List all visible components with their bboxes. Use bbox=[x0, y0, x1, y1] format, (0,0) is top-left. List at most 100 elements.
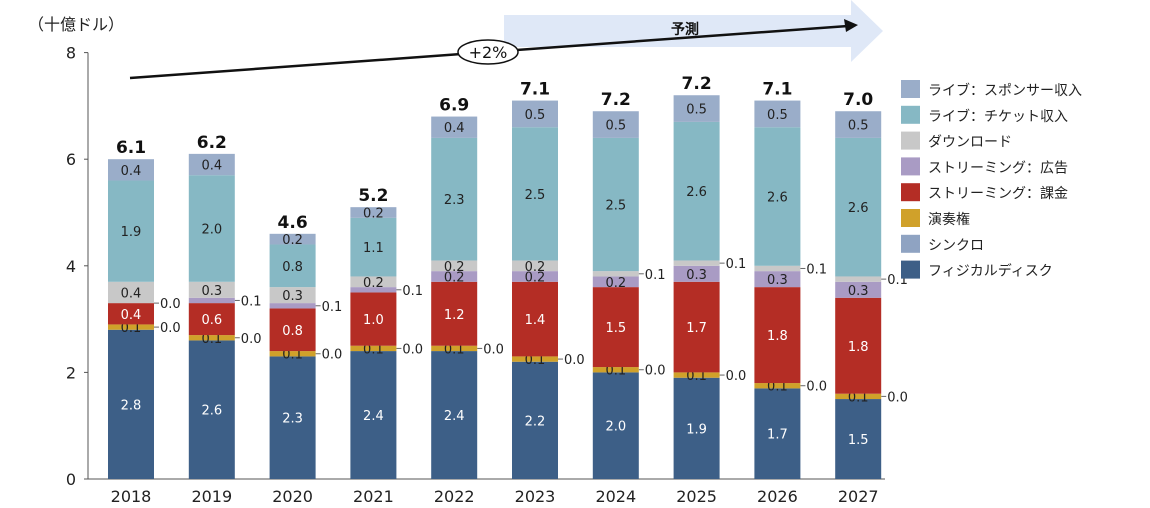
bar-segment bbox=[269, 308, 316, 352]
bar-segment-label: 2.6 bbox=[767, 191, 788, 206]
legend-label: ストリーミング：課金 bbox=[928, 186, 1068, 202]
bar-segment-label: 0.2 bbox=[605, 276, 626, 291]
x-tick-label: 2026 bbox=[757, 487, 798, 506]
bar-total-label: 7.1 bbox=[520, 80, 550, 100]
legend-swatch bbox=[901, 105, 920, 124]
bar-segment bbox=[431, 345, 478, 352]
bar-total-label: 7.0 bbox=[843, 90, 873, 110]
legend-swatch bbox=[901, 80, 920, 98]
legend-label: ダウンロード bbox=[928, 135, 1012, 151]
bar-segment-label: 1.5 bbox=[605, 321, 626, 336]
x-axis: 2018 2019 2020 2021 2022 2023 2024 2025 2026 2027 bbox=[111, 487, 879, 506]
bar-side-label: 0.0 bbox=[402, 342, 423, 357]
bar-segment bbox=[350, 217, 397, 277]
bar-segment bbox=[673, 377, 720, 479]
legend-swatch bbox=[901, 131, 920, 150]
bar-segment bbox=[592, 111, 639, 138]
bar-total-label: 4.6 bbox=[278, 213, 308, 233]
bar-segment-label: 0.1 bbox=[201, 332, 222, 347]
legend-label: ストリーミング：広告 bbox=[928, 160, 1068, 176]
unit-label: （十億ドル） bbox=[28, 15, 124, 34]
bar-segment-label: 0.2 bbox=[444, 270, 465, 285]
bar-segment bbox=[431, 271, 478, 282]
bar-side-label: 0.1 bbox=[645, 268, 666, 283]
bar-segment-label: 1.7 bbox=[686, 321, 707, 336]
bar-segment bbox=[269, 351, 316, 357]
trend-badge bbox=[457, 39, 519, 65]
bar-segment bbox=[512, 100, 558, 128]
bar-segment bbox=[673, 121, 720, 261]
bar-segment-label: 2.6 bbox=[201, 404, 222, 419]
y-axis: 0 2 4 6 8 bbox=[66, 44, 885, 489]
bar-segment bbox=[350, 276, 397, 288]
bar-segment bbox=[431, 116, 478, 138]
bar-segment bbox=[188, 297, 235, 304]
bar-total-label: 7.2 bbox=[682, 74, 712, 94]
bar-segment-label: 0.2 bbox=[282, 233, 303, 248]
bar-segment bbox=[835, 137, 882, 277]
bar-segment-label: 0.1 bbox=[767, 380, 788, 395]
bar-segment-label: 0.2 bbox=[363, 276, 384, 291]
bar-segment bbox=[188, 281, 235, 298]
bar-segment bbox=[269, 233, 316, 245]
bar-segment-label: 0.2 bbox=[444, 260, 465, 275]
bar-segment-label: 2.6 bbox=[848, 201, 869, 216]
bar-segment-label: 0.4 bbox=[121, 308, 142, 323]
bar-side-label: 0.0 bbox=[160, 297, 181, 312]
bar-segment-label: 1.8 bbox=[767, 329, 788, 344]
bar-side-label: 0.0 bbox=[241, 332, 262, 347]
y-tick-label: 4 bbox=[66, 257, 76, 276]
trend-label: +2% bbox=[469, 43, 508, 62]
bar-side-label: 0.1 bbox=[402, 284, 423, 299]
bar-segment-label: 1.7 bbox=[767, 428, 788, 443]
bar-side-label: 0.1 bbox=[322, 300, 343, 315]
bars: 2.80.00.10.40.00.41.90.46.12.60.00.10.60… bbox=[108, 74, 908, 479]
bar-segment-label: 0.1 bbox=[686, 369, 707, 384]
bar-segment bbox=[592, 367, 639, 373]
bar-total-label: 7.2 bbox=[601, 90, 631, 110]
bar-segment bbox=[269, 303, 316, 309]
bar-segment bbox=[592, 137, 639, 272]
y-tick-label: 2 bbox=[66, 363, 76, 382]
bar-segment bbox=[835, 297, 882, 394]
bar-segment-label: 2.3 bbox=[444, 193, 465, 208]
bar-segment bbox=[592, 287, 639, 368]
bar-segment bbox=[108, 159, 154, 181]
bar-segment-label: 2.5 bbox=[605, 199, 626, 214]
bar-segment-label: 0.1 bbox=[121, 321, 142, 336]
bar-segment-label: 0.5 bbox=[686, 103, 707, 118]
bar-segment bbox=[431, 137, 478, 261]
bar-segment bbox=[835, 393, 882, 400]
forecast-arrow bbox=[504, 0, 883, 62]
legend-swatch bbox=[901, 157, 920, 176]
bar-segment-label: 0.2 bbox=[363, 207, 384, 222]
y-tick-label: 8 bbox=[66, 44, 76, 63]
bar-segment-label: 2.8 bbox=[121, 398, 142, 413]
trend-arrowhead bbox=[844, 19, 858, 32]
bar-segment-label: 1.9 bbox=[121, 225, 142, 240]
legend-label: 演奏権 bbox=[928, 211, 970, 228]
bar-segment bbox=[512, 271, 558, 282]
bar-segment-label: 1.9 bbox=[686, 422, 707, 437]
bar-segment bbox=[188, 335, 235, 341]
legend: ライブ：スポンサー収入ライブ：チケット収入ダウンロードストリーミング：広告ストリ… bbox=[901, 80, 1082, 280]
bar-segment bbox=[188, 340, 235, 479]
bar-segment-label: 1.8 bbox=[848, 340, 869, 355]
bar-segment bbox=[188, 175, 235, 282]
bar-total-label: 7.1 bbox=[762, 80, 792, 100]
bar-segment-label: 1.0 bbox=[363, 313, 384, 328]
legend-swatch bbox=[901, 234, 920, 253]
bar-segment bbox=[592, 271, 639, 277]
bar-segment bbox=[350, 287, 397, 293]
bar-segment-label: 0.4 bbox=[201, 159, 222, 174]
bar-segment bbox=[592, 372, 639, 479]
legend-label: シンクロ bbox=[928, 238, 984, 254]
x-tick-label: 2018 bbox=[111, 487, 152, 506]
bar-segment-label: 0.5 bbox=[525, 108, 546, 123]
bar-segment-label: 1.1 bbox=[363, 241, 384, 256]
bar-segment bbox=[835, 281, 882, 298]
y-tick-label: 6 bbox=[66, 150, 76, 169]
bar-total-label: 6.1 bbox=[116, 138, 146, 158]
x-tick-label: 2025 bbox=[676, 487, 717, 506]
